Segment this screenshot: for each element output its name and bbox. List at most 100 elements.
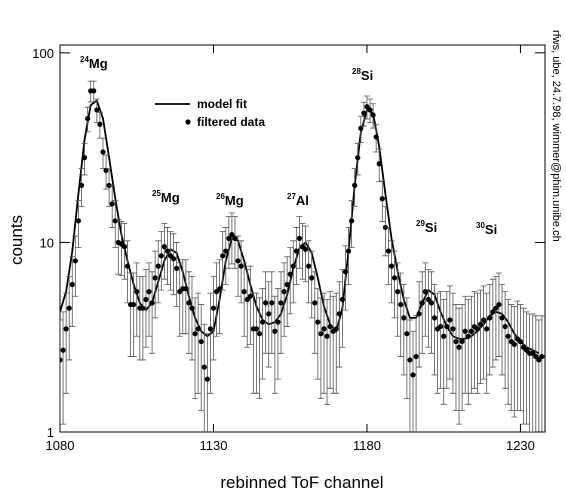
- data-point: [413, 353, 419, 360]
- data-point: [275, 319, 281, 325]
- error-bar: [182, 259, 189, 335]
- error-bar: [210, 276, 217, 361]
- error-bar: [259, 288, 266, 380]
- data-point: [502, 323, 508, 330]
- data-point: [456, 344, 462, 350]
- error-bar: [241, 262, 248, 337]
- error-bar: [495, 272, 502, 357]
- y-tick-label: 10: [40, 235, 54, 250]
- data-point: [385, 248, 392, 254]
- error-bar: [290, 240, 297, 304]
- data-point: [490, 309, 496, 315]
- data-point: [511, 341, 517, 347]
- peak-element: Si: [361, 68, 373, 83]
- data-point: [152, 275, 158, 281]
- peak-element: Al: [296, 193, 309, 208]
- peak-element: Mg: [89, 56, 108, 71]
- peak-element: Si: [485, 222, 497, 237]
- error-bar: [115, 219, 122, 275]
- error-bar: [499, 284, 506, 376]
- data-point: [247, 293, 253, 299]
- data-point: [189, 305, 195, 311]
- error-bar: [410, 330, 417, 432]
- data-point: [97, 121, 103, 127]
- error-bar: [296, 216, 303, 269]
- data-point: [302, 246, 309, 252]
- data-point: [367, 107, 373, 113]
- data-point: [336, 311, 342, 317]
- data-point: [263, 300, 269, 306]
- data-point: [223, 248, 229, 254]
- data-point: [474, 326, 481, 332]
- error-bar: [317, 297, 324, 400]
- data-point: [484, 326, 490, 332]
- data-point: [450, 326, 456, 332]
- data-point: [161, 244, 167, 250]
- peak-mass: 30: [476, 221, 485, 230]
- error-bar: [437, 291, 444, 389]
- error-bar: [459, 304, 466, 411]
- error-bar: [311, 271, 318, 354]
- peak-mass: 26: [216, 192, 225, 201]
- error-bar: [302, 225, 309, 283]
- data-point: [496, 301, 502, 308]
- error-bar: [231, 216, 238, 269]
- data-point: [324, 333, 330, 339]
- error-bar: [305, 240, 312, 304]
- peak-mass: 27: [287, 192, 296, 201]
- data-point: [259, 319, 266, 325]
- data-point: [493, 305, 499, 311]
- error-bar: [139, 276, 146, 361]
- error-bar: [538, 315, 545, 432]
- data-point: [327, 323, 333, 330]
- error-bar: [112, 200, 119, 248]
- data-point: [352, 182, 358, 188]
- error-bar: [486, 284, 493, 376]
- error-bar: [314, 288, 321, 380]
- error-bar: [382, 205, 389, 257]
- data-point: [395, 289, 401, 295]
- data-point: [477, 321, 484, 327]
- data-point: [253, 326, 260, 332]
- data-point: [60, 357, 63, 363]
- error-bar: [406, 319, 413, 432]
- peak-label: 25Mg: [152, 189, 180, 205]
- data-point: [238, 263, 244, 269]
- error-bar: [462, 295, 469, 394]
- data-point: [146, 289, 152, 295]
- data-point: [244, 296, 250, 303]
- data-point: [296, 235, 303, 242]
- data-point: [376, 161, 382, 167]
- data-point: [462, 328, 468, 334]
- error-bar: [342, 245, 349, 311]
- data-point: [444, 323, 450, 330]
- peak-label: 29Si: [416, 219, 437, 235]
- error-bar: [413, 315, 420, 432]
- error-bar: [483, 292, 490, 394]
- error-bar: [207, 292, 214, 394]
- error-bar: [235, 235, 242, 297]
- error-bar: [320, 292, 327, 394]
- error-bar: [431, 284, 438, 376]
- error-bar: [161, 222, 168, 280]
- data-point: [121, 244, 128, 250]
- data-point: [416, 311, 422, 317]
- error-bar: [222, 227, 229, 285]
- error-bar: [238, 240, 245, 304]
- error-bar: [281, 262, 288, 337]
- error-bar: [133, 262, 140, 337]
- error-bar: [434, 292, 441, 394]
- error-bar: [244, 269, 251, 348]
- data-point: [192, 331, 198, 337]
- error-bar: [271, 295, 278, 394]
- error-bar: [523, 311, 530, 425]
- error-bar: [419, 271, 426, 354]
- error-bar: [465, 299, 472, 405]
- error-bar: [127, 272, 134, 357]
- error-bar: [219, 231, 226, 291]
- error-bar: [508, 304, 515, 411]
- peak-label: 26Mg: [216, 192, 244, 208]
- error-bar: [247, 265, 254, 345]
- error-bar: [489, 278, 496, 368]
- data-point: [410, 372, 416, 378]
